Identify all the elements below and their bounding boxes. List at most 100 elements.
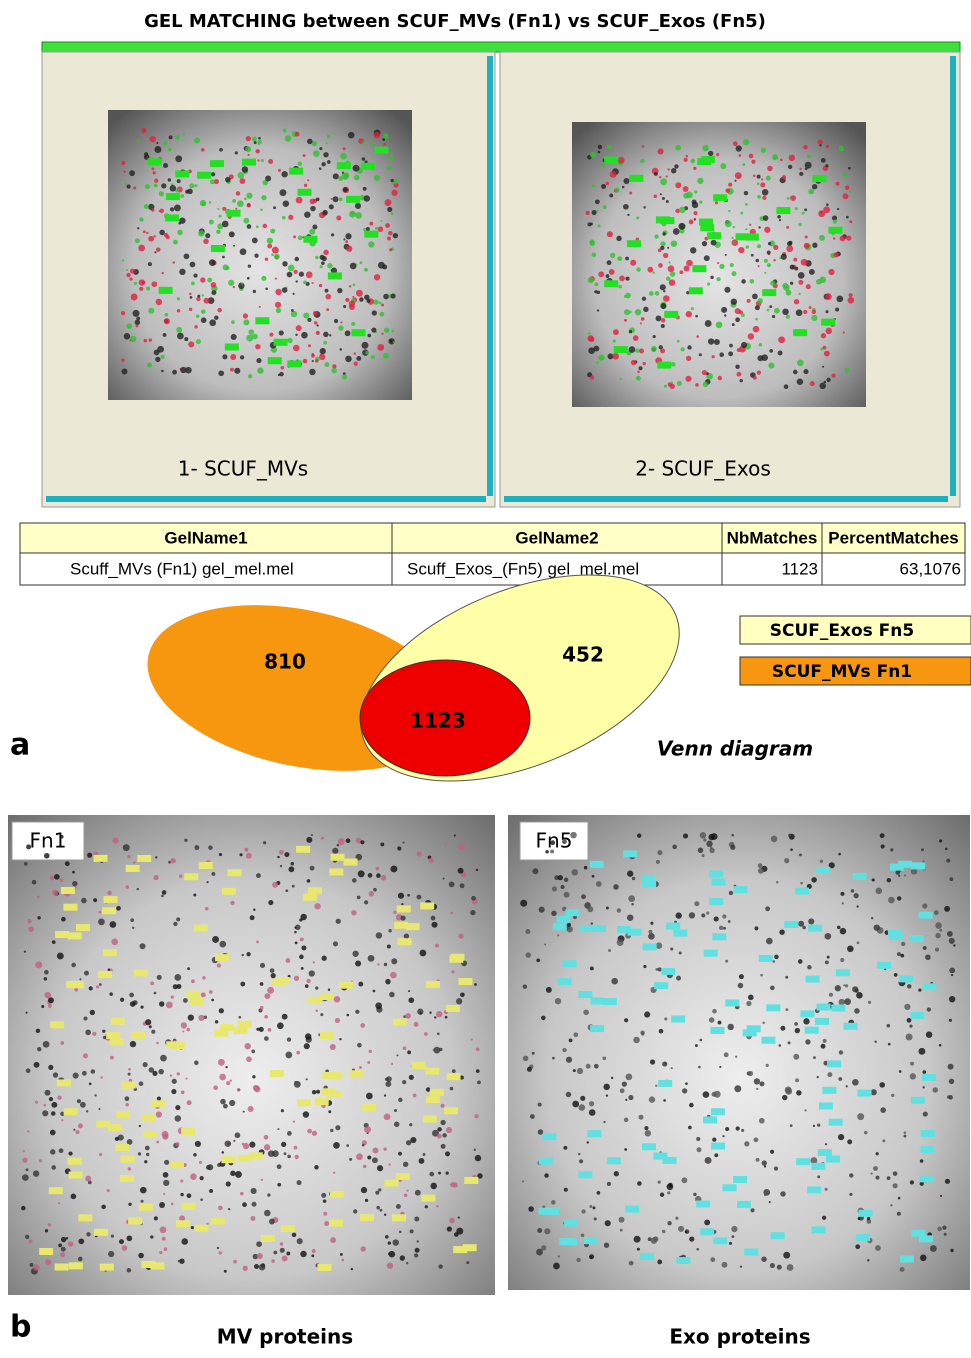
gel-spot bbox=[391, 958, 397, 964]
gel-spot bbox=[331, 368, 337, 374]
gel-spot bbox=[451, 970, 454, 973]
gel-spot bbox=[269, 333, 273, 337]
gel-spot bbox=[189, 308, 192, 311]
gel-spot bbox=[309, 369, 315, 375]
gel-spot bbox=[788, 165, 792, 169]
gel-spot bbox=[214, 316, 218, 320]
gel-spot bbox=[398, 1152, 402, 1156]
gel-spot bbox=[402, 1080, 406, 1084]
gel-spot bbox=[605, 182, 609, 186]
gel-spot bbox=[424, 1032, 428, 1036]
spot-tag bbox=[103, 949, 117, 956]
spot-tag bbox=[242, 159, 256, 166]
gel-spot bbox=[177, 179, 181, 183]
gel-spot bbox=[338, 325, 343, 330]
gel-spot bbox=[420, 1012, 422, 1014]
spot-tag bbox=[190, 998, 204, 1005]
gel-spot bbox=[277, 1022, 284, 1029]
gel-spot bbox=[594, 1217, 597, 1220]
gel-spot bbox=[312, 1131, 317, 1136]
gel-spot bbox=[102, 1030, 105, 1033]
spot-tag bbox=[796, 1158, 810, 1165]
gel-spot bbox=[880, 833, 885, 838]
gel-spot bbox=[325, 289, 329, 293]
gel-spot bbox=[208, 845, 212, 849]
gel-spot bbox=[188, 341, 194, 347]
gel-spot bbox=[835, 308, 839, 312]
gel-spot bbox=[759, 1081, 764, 1086]
spot-tag bbox=[165, 214, 179, 221]
gel-spot bbox=[256, 225, 259, 228]
gel-spot bbox=[287, 272, 293, 278]
gel-spot bbox=[306, 979, 310, 983]
gel-spot bbox=[756, 1088, 758, 1090]
gel-spot bbox=[409, 1123, 412, 1126]
gel-spot bbox=[750, 1208, 754, 1212]
gel-spot bbox=[391, 294, 396, 299]
gel-spot bbox=[272, 1150, 279, 1157]
gel-spot bbox=[671, 168, 676, 173]
gel-spot bbox=[907, 984, 912, 989]
gel-spot bbox=[716, 277, 720, 281]
gel-spot bbox=[795, 1078, 799, 1082]
gel-spot bbox=[312, 1249, 316, 1253]
gel-spot bbox=[340, 153, 347, 160]
gel-spot bbox=[757, 355, 763, 361]
gel-spot bbox=[257, 367, 263, 373]
gel-spot bbox=[868, 1001, 871, 1004]
gel-spot bbox=[635, 309, 641, 315]
gel-spot bbox=[375, 1002, 382, 1009]
spot-tag bbox=[68, 932, 82, 939]
gel-spot bbox=[333, 941, 338, 946]
gel-spot bbox=[458, 934, 463, 939]
gel-spot bbox=[620, 1088, 625, 1093]
gel-spot bbox=[660, 303, 666, 309]
gel-spot bbox=[175, 1105, 180, 1110]
gel-spot bbox=[397, 846, 401, 850]
gel-spot bbox=[343, 305, 346, 308]
gel-spot bbox=[172, 370, 177, 375]
spot-tag bbox=[821, 319, 835, 326]
gel-spot bbox=[625, 1099, 627, 1101]
gel-spot bbox=[303, 281, 307, 285]
gel-spot bbox=[353, 284, 356, 287]
gel-spot bbox=[366, 1093, 373, 1100]
gel-spot bbox=[332, 848, 338, 854]
gel-caption: Exo proteins bbox=[669, 1325, 810, 1349]
gel-spot bbox=[312, 1090, 316, 1094]
gel-spot bbox=[136, 324, 139, 327]
gel-spot bbox=[910, 1073, 916, 1079]
gel-spot bbox=[671, 240, 678, 247]
gel-spot bbox=[368, 241, 374, 247]
gel-spot bbox=[349, 211, 356, 218]
spot-tag bbox=[877, 962, 891, 969]
gel-spot bbox=[597, 1191, 601, 1195]
gel-spot bbox=[592, 875, 595, 878]
gel-spot bbox=[27, 919, 31, 923]
gel-spot bbox=[263, 841, 266, 844]
gel-image bbox=[108, 110, 412, 400]
venn-count: 810 bbox=[264, 650, 306, 674]
gel-spot bbox=[852, 1079, 859, 1086]
gel-spot bbox=[637, 833, 641, 837]
gel-spot bbox=[303, 312, 309, 318]
gel-spot bbox=[711, 1092, 716, 1097]
gel-spot bbox=[639, 349, 644, 354]
gel-spot bbox=[294, 1081, 296, 1083]
gel-spot bbox=[260, 208, 263, 211]
spot-tag bbox=[210, 160, 224, 167]
gel-spot bbox=[389, 156, 394, 161]
gel-spot bbox=[61, 1237, 66, 1242]
gel-spot bbox=[154, 350, 160, 356]
spot-tag bbox=[170, 1161, 184, 1168]
gel-spot bbox=[812, 243, 817, 248]
spot-tag bbox=[331, 854, 345, 861]
spot-tag bbox=[826, 1156, 840, 1163]
gel-spot bbox=[361, 342, 368, 349]
gel-image bbox=[572, 122, 866, 407]
spot-tag bbox=[449, 956, 463, 963]
gel-spot bbox=[181, 1091, 185, 1095]
spot-tag bbox=[759, 955, 773, 962]
gel-spot bbox=[320, 1013, 323, 1016]
gel-spot bbox=[77, 1099, 81, 1103]
